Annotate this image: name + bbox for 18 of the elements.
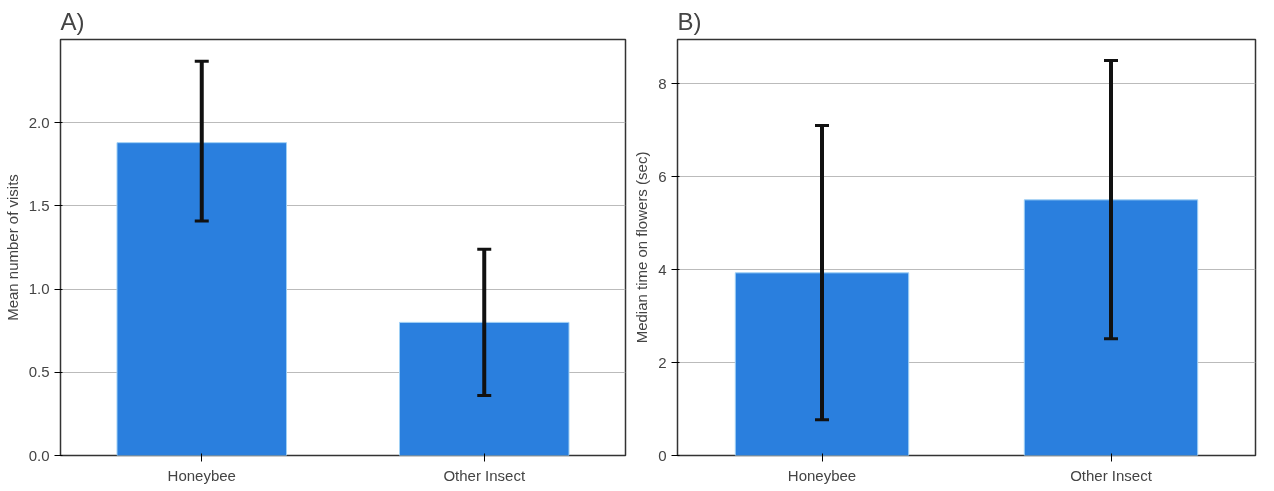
y-tick-label: 6 (658, 167, 667, 185)
y-tick-label: 2 (658, 353, 667, 371)
chart-title: A) (60, 7, 85, 35)
y-tick-label: 8 (658, 74, 667, 92)
x-tick-label: Other Insect (1070, 466, 1153, 484)
y-tick-label: 2.0 (28, 113, 50, 131)
y-tick-label: 0.0 (28, 446, 50, 464)
y-axis-title: Mean number of visits (3, 174, 21, 321)
x-tick-label: Other Insect (443, 466, 526, 484)
x-tick-label: Honeybee (167, 466, 236, 484)
y-axis-title: Median time on flowers (sec) (633, 151, 651, 344)
y-tick-label: 0 (658, 446, 667, 464)
chart-title: B) (677, 7, 702, 35)
y-tick-label: 1.0 (28, 280, 50, 298)
y-tick-label: 0.5 (28, 363, 50, 381)
x-tick-label: Honeybee (787, 466, 857, 484)
y-tick-label: 4 (658, 260, 667, 278)
y-tick-label: 1.5 (28, 196, 50, 214)
